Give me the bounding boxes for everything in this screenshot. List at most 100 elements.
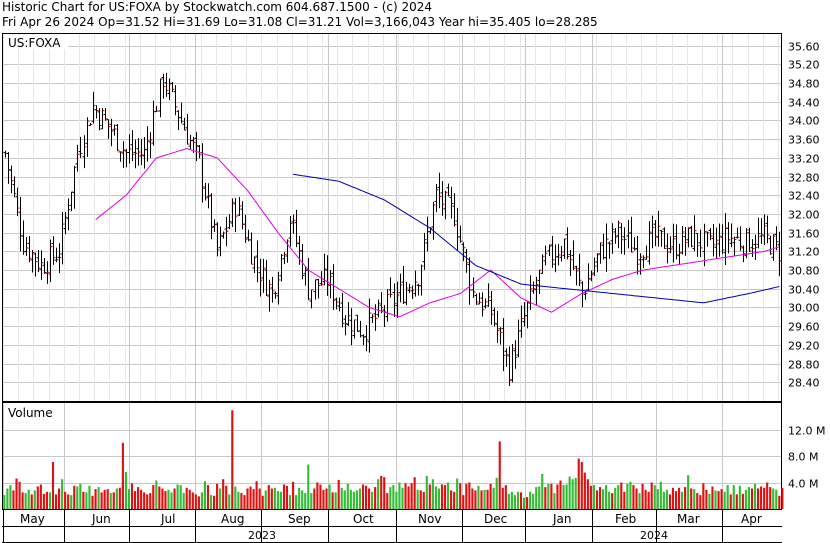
volume-bar xyxy=(434,486,437,509)
ohlc-bar xyxy=(729,223,734,248)
ohlc-bar xyxy=(261,258,266,293)
volume-bar xyxy=(106,489,109,509)
ohlc-bar xyxy=(452,193,457,227)
volume-bar xyxy=(91,495,94,510)
volume-bar xyxy=(413,477,416,509)
volume-bar xyxy=(367,488,371,509)
volume-bar xyxy=(732,485,735,509)
ohlc-bar xyxy=(97,108,102,131)
volume-bar xyxy=(51,462,55,509)
volume-bar xyxy=(681,491,684,509)
volume-bar xyxy=(307,464,310,509)
volume-bar xyxy=(756,488,760,509)
volume-bar xyxy=(489,483,492,509)
volume-bar xyxy=(170,492,173,509)
symbol-label: US:FOXA xyxy=(8,36,61,50)
volume-bar xyxy=(589,485,592,509)
volume-bar xyxy=(264,490,267,509)
ohlc-bar xyxy=(489,291,494,325)
ohlc-bar xyxy=(577,253,582,287)
volume-bar xyxy=(380,475,383,509)
ohlc-bar xyxy=(668,236,673,254)
ohlc-bar xyxy=(255,240,260,283)
volume-bar xyxy=(532,493,535,509)
volume-bar xyxy=(480,490,483,509)
ohlc-bar xyxy=(173,85,178,116)
volume-bar xyxy=(608,491,611,509)
volume-bar xyxy=(720,489,723,509)
volume-bar xyxy=(39,484,42,509)
price-tick-label: 28.40 xyxy=(788,377,820,390)
volume-bars xyxy=(3,410,784,510)
ohlc-bar xyxy=(619,223,624,254)
ohlc-bar xyxy=(616,220,621,249)
price-tick-label: 34.80 xyxy=(788,78,820,91)
volume-bar xyxy=(179,485,182,509)
volume-bar xyxy=(392,485,395,509)
volume-bar xyxy=(349,489,352,509)
ohlc-bar xyxy=(331,264,336,311)
volume-bar xyxy=(659,481,662,509)
chart-quote-summary: Fri Apr 26 2024 Op=31.52 Hi=31.69 Lo=31.… xyxy=(2,15,598,29)
volume-bar xyxy=(94,489,97,509)
volume-bar xyxy=(97,487,100,509)
ohlc-bar xyxy=(771,234,776,261)
ohlc-bar xyxy=(556,243,561,266)
ohlc-bar xyxy=(121,141,126,168)
volume-bar xyxy=(161,488,164,509)
volume-bar xyxy=(285,485,289,509)
volume-bar xyxy=(322,489,325,509)
volume-bar xyxy=(6,488,9,509)
volume-bar xyxy=(310,493,313,509)
ohlc-bar xyxy=(161,73,166,99)
ohlc-bar xyxy=(641,255,646,269)
month-label: Jun xyxy=(91,512,111,526)
ohlc-bar xyxy=(270,276,275,303)
volume-bar xyxy=(149,493,152,509)
volume-bar xyxy=(422,491,425,509)
ohlc-bar xyxy=(695,232,700,257)
volume-bar xyxy=(723,491,726,509)
volume-bar xyxy=(194,494,197,509)
volume-bar xyxy=(316,482,319,509)
volume-bar xyxy=(586,479,589,509)
volume-bar xyxy=(550,483,553,509)
volume-bar xyxy=(121,442,124,510)
ohlc-bar xyxy=(537,269,542,295)
ohlc-bar xyxy=(543,245,548,266)
ohlc-bar xyxy=(288,215,293,247)
ohlc-bar xyxy=(130,130,135,162)
ohlc-bar xyxy=(519,305,524,338)
volume-bar xyxy=(288,495,292,509)
volume-bar xyxy=(614,487,617,509)
ohlc-bar xyxy=(154,105,159,112)
ohlc-bar xyxy=(392,283,397,318)
ohlc-bar xyxy=(100,107,105,130)
volume-bar xyxy=(343,490,346,509)
ohlc-bar xyxy=(753,234,758,260)
volume-bar xyxy=(580,462,583,509)
volume-bar xyxy=(249,486,252,509)
ohlc-bar xyxy=(45,261,50,284)
ohlc-bar xyxy=(127,134,132,164)
volume-bar xyxy=(571,479,574,509)
volume-bar xyxy=(605,485,608,509)
volume-bar xyxy=(152,485,155,509)
volume-bar xyxy=(602,489,605,509)
moving-average-long-line xyxy=(293,173,780,304)
ohlc-bar xyxy=(592,257,597,277)
volume-bar xyxy=(775,489,778,509)
volume-panel: Volume 12.0 M 8.0 M 4.0 M xyxy=(2,402,825,510)
volume-bar xyxy=(650,482,653,509)
ohlc-bar xyxy=(671,223,676,263)
ohlc-bar xyxy=(395,281,400,318)
volume-bar xyxy=(595,490,599,509)
ohlc-bar xyxy=(422,232,427,270)
volume-bar xyxy=(492,487,495,509)
ohlc-bar xyxy=(252,256,257,273)
ohlc-bar xyxy=(85,117,90,157)
volume-bar xyxy=(671,487,675,509)
ohlc-bar xyxy=(355,314,360,332)
ohlc-bar xyxy=(674,224,679,260)
